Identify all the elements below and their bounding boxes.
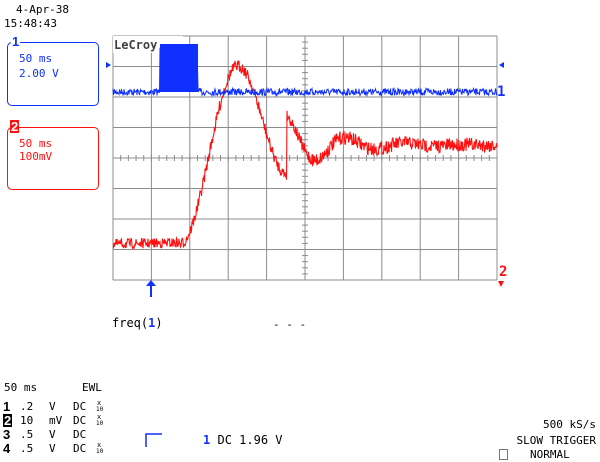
trigger-level: 1.96 V	[239, 433, 283, 447]
measurement-value: - - -	[273, 318, 307, 331]
channel-number: 2	[3, 413, 13, 428]
trace-1-number: 1	[11, 34, 21, 49]
trace-2-timebase: 50 ms	[19, 137, 53, 150]
channel-scale: .5	[20, 428, 34, 441]
channel-number: 4	[3, 441, 11, 456]
channel-scale: .2	[20, 400, 34, 413]
trace-2-descriptor[interactable]: 2 50 ms 100mV	[7, 120, 99, 190]
channel-coupling: DC	[73, 442, 87, 455]
trigger-mode: SLOW TRIGGER	[516, 434, 596, 447]
ch1-level-marker[interactable]: 1	[497, 84, 505, 100]
trace-1-scale: 2.00 V	[19, 67, 59, 80]
timebase-value: 50 ms	[4, 381, 38, 394]
channel-row[interactable]: 4 .5 V DC x 10	[3, 442, 113, 456]
trigger-position-arrow-icon[interactable]	[146, 280, 156, 297]
trace-2-number: 2	[10, 119, 20, 134]
trigger-coupling: DC	[217, 433, 232, 447]
channel-scale: 10	[20, 414, 34, 427]
channel-unit: V	[49, 400, 56, 413]
probe-factor-top: x	[97, 441, 102, 449]
channel-unit: V	[49, 428, 56, 441]
trace-2-scale: 100mV	[19, 150, 53, 163]
trigger-readout[interactable]: 1 DC 1.96 V	[203, 434, 283, 447]
channel-coupling: DC	[73, 428, 87, 441]
channel-unit: mV	[49, 414, 63, 427]
probe-factor-top: x	[97, 399, 102, 407]
channel-2-waveform	[112, 60, 498, 250]
channel-coupling: DC	[73, 400, 87, 413]
ch1-right-marker-icon[interactable]	[499, 62, 504, 68]
ch2-arrow-icon	[498, 281, 504, 287]
time-readout: 15:48:43	[4, 17, 57, 30]
waveform-display[interactable]: LeCroy 1 2	[0, 0, 600, 300]
trigger-state: NORMAL	[530, 448, 570, 461]
measurement-label: freq(	[112, 316, 149, 330]
trigger-channel: 1	[203, 433, 211, 447]
measurement-channel: 1	[148, 316, 156, 330]
channel-number: 3	[3, 427, 11, 442]
measurement-readout[interactable]: freq(1)	[112, 317, 163, 330]
timebase-mode: EWL	[82, 381, 102, 394]
channel-row[interactable]: 2 10 mV DC x 10	[3, 414, 113, 428]
channel-coupling: DC	[73, 414, 87, 427]
probe-factor-bottom: 10	[96, 448, 104, 455]
graticule-ticks	[112, 35, 498, 281]
trace-1-descriptor[interactable]: 1 50 ms 2.00 V	[7, 35, 99, 106]
ch1-left-marker-icon[interactable]	[106, 62, 111, 68]
channel-unit: V	[49, 442, 56, 455]
channel-scale: .5	[20, 442, 34, 455]
probe-factor-bottom: 10	[96, 420, 104, 427]
channel-number: 1	[3, 399, 11, 414]
date-readout: 4-Apr-38	[16, 3, 69, 16]
channel-row[interactable]: 3 .5 V DC	[3, 428, 113, 442]
trigger-slope-icon	[145, 433, 162, 447]
sample-rate: 500 kS/s	[543, 418, 596, 431]
channel-row[interactable]: 1 .2 V DC x 10	[3, 400, 113, 414]
probe-factor-top: x	[97, 413, 102, 421]
lecroy-logo: LeCroy	[114, 38, 157, 52]
probe-factor-bottom: 10	[96, 406, 104, 413]
acquisition-status-indicator	[499, 449, 508, 460]
trace-1-timebase: 50 ms	[19, 52, 53, 65]
ch2-level-marker[interactable]: 2	[499, 264, 507, 280]
measurement-close: )	[155, 316, 163, 330]
channel-1-burst	[160, 44, 198, 92]
